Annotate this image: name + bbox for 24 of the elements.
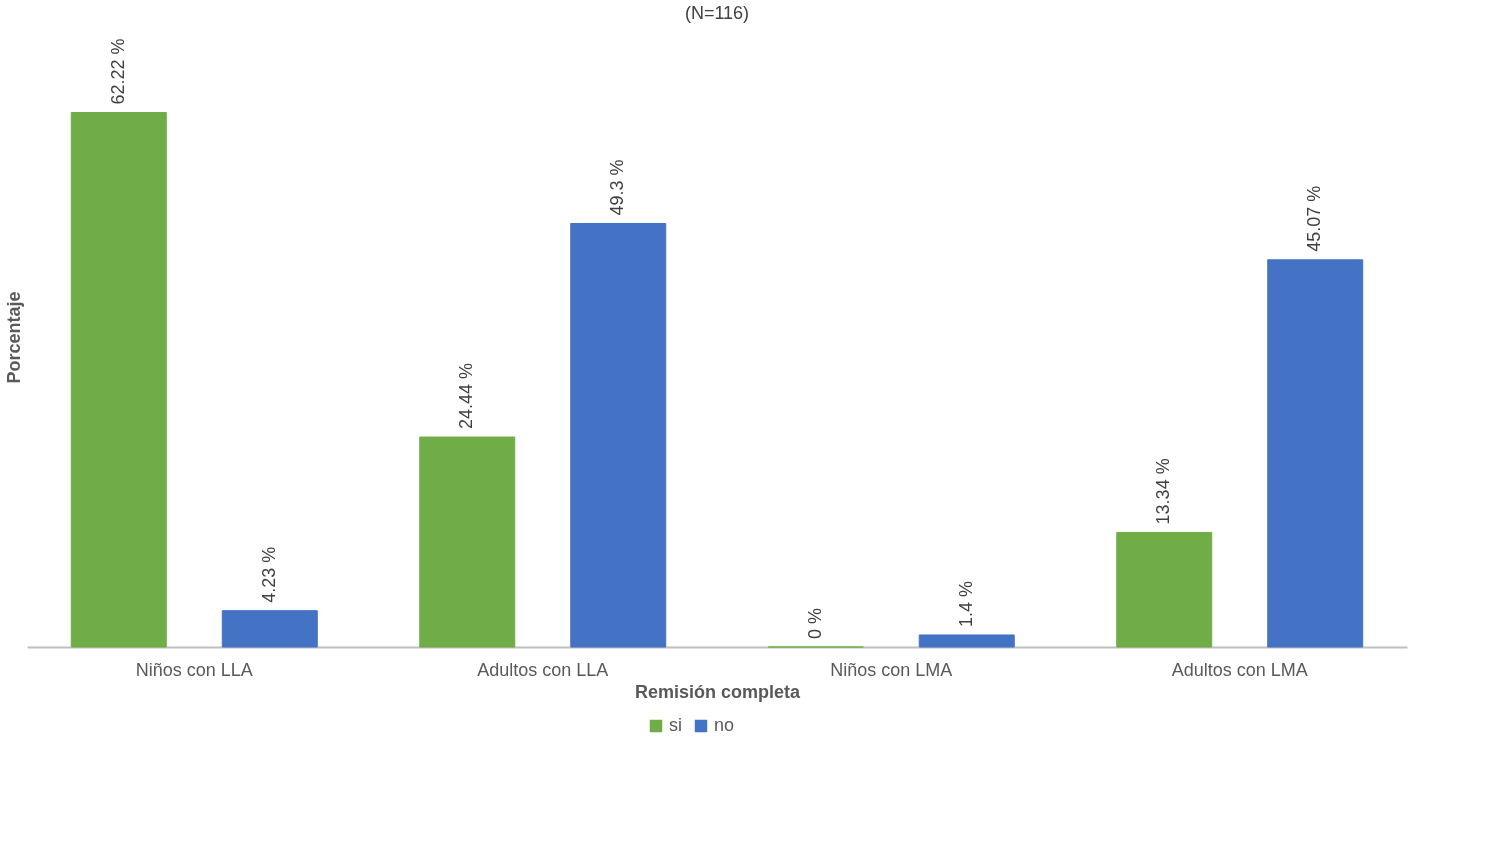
data-label: 24.44 %	[456, 362, 477, 430]
data-label: 49.3 %	[607, 159, 628, 216]
x-tick-label: Adultos con LMA	[1171, 659, 1308, 680]
bar	[1267, 259, 1364, 648]
x-axis-title: Remisión completa	[634, 681, 802, 702]
bar	[918, 634, 1015, 648]
x-tick-label: Niños con LMA	[830, 659, 953, 680]
chart-title: (N=116)	[684, 3, 750, 23]
x-tick-label: Niños con LLA	[135, 659, 253, 680]
bar	[70, 112, 167, 648]
data-label: 0 %	[804, 607, 825, 639]
x-tick-label: Adultos con LLA	[477, 659, 609, 680]
legend-label: si	[669, 715, 682, 735]
data-label: 62.22 %	[107, 38, 128, 105]
data-label: 1.4 %	[955, 580, 976, 627]
data-label: 45.07 %	[1304, 185, 1325, 252]
bar	[1116, 531, 1213, 648]
legend-label: no	[714, 715, 735, 735]
bar	[570, 223, 667, 648]
y-axis-title: Porcentaje	[3, 291, 24, 384]
bar	[221, 610, 318, 648]
data-label: 4.23 %	[258, 546, 279, 603]
data-label: 13.34 %	[1153, 458, 1174, 525]
bar	[419, 436, 516, 648]
